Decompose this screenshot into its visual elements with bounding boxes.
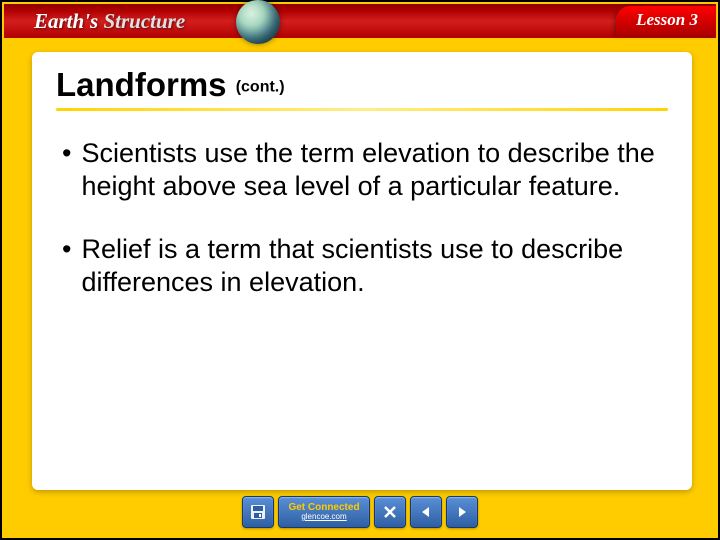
save-button[interactable] xyxy=(242,496,274,528)
get-connected-button[interactable]: Get Connected glencoe.com xyxy=(278,496,370,528)
bullet-dot: • xyxy=(62,137,71,203)
title-accent: Structure xyxy=(98,9,185,33)
arrow-left-icon xyxy=(419,505,433,519)
header-left: Earth's Structure xyxy=(4,4,185,38)
list-item: • Scientists use the term elevation to d… xyxy=(62,137,668,203)
bullet-text: Scientists use the term elevation to des… xyxy=(81,137,668,203)
prev-button[interactable] xyxy=(410,496,442,528)
bullet-text: Relief is a term that scientists use to … xyxy=(81,233,668,299)
slide-title-text: Landforms xyxy=(56,66,227,103)
header-bar: Earth's Structure Lesson 3 xyxy=(4,4,716,38)
title-underline xyxy=(56,108,668,111)
title-main: Earth's xyxy=(34,9,98,33)
close-button[interactable] xyxy=(374,496,406,528)
nav-bar: Get Connected glencoe.com xyxy=(242,496,478,528)
bullet-list: • Scientists use the term elevation to d… xyxy=(56,137,668,299)
floppy-icon xyxy=(250,504,266,520)
chapter-title: Earth's Structure xyxy=(4,9,185,34)
arrow-right-icon xyxy=(455,505,469,519)
slide-title-cont: (cont.) xyxy=(236,78,285,95)
lesson-label: Lesson 3 xyxy=(636,10,698,30)
lesson-tab: Lesson 3 xyxy=(616,6,716,36)
bullet-dot: • xyxy=(62,233,71,299)
slide-frame: Earth's Structure Lesson 3 Landforms (co… xyxy=(0,0,720,540)
next-button[interactable] xyxy=(446,496,478,528)
connect-line2: glencoe.com xyxy=(301,513,346,521)
close-icon xyxy=(383,505,397,519)
content-panel: Landforms (cont.) • Scientists use the t… xyxy=(32,52,692,490)
slide-title: Landforms (cont.) xyxy=(56,66,668,104)
earth-icon xyxy=(236,0,280,44)
list-item: • Relief is a term that scientists use t… xyxy=(62,233,668,299)
